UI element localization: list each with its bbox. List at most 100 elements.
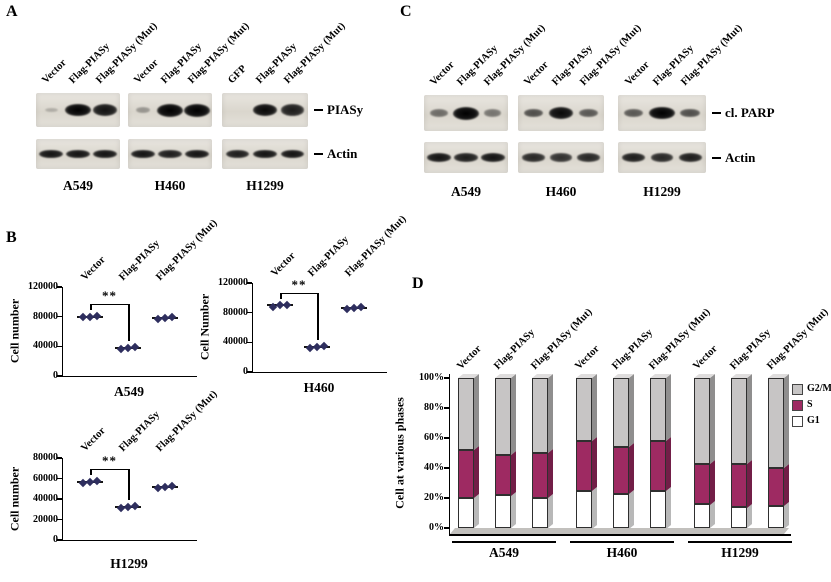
protein-band bbox=[577, 153, 600, 162]
bar-segment-g1 bbox=[613, 493, 629, 528]
y-tick-label: 80000 bbox=[33, 452, 58, 463]
y-tick-label: 40000 bbox=[223, 336, 248, 348]
bar-side-face bbox=[666, 436, 671, 491]
sig-stars: ** bbox=[291, 276, 307, 292]
bar-side-face bbox=[784, 463, 789, 506]
protein-band bbox=[624, 108, 644, 118]
sig-stars: ** bbox=[102, 287, 117, 303]
bar-top-face bbox=[458, 374, 479, 378]
sig-bracket-v-left bbox=[90, 303, 92, 310]
sig-bracket-v-left bbox=[90, 468, 92, 475]
protein-band bbox=[649, 106, 675, 120]
y-tick-label: 40000 bbox=[33, 493, 58, 504]
y-tick bbox=[57, 375, 62, 377]
bar-top-face bbox=[768, 374, 789, 378]
protein-band bbox=[622, 153, 646, 162]
protein-band bbox=[252, 103, 278, 117]
panel-a-label: A bbox=[6, 3, 18, 20]
bar-segment-g2m bbox=[731, 378, 747, 464]
blot-strip bbox=[36, 139, 120, 169]
sig-bracket-h bbox=[90, 468, 128, 471]
protein-band bbox=[253, 149, 277, 159]
bar-segment-s bbox=[458, 450, 474, 498]
bar-side-face bbox=[710, 373, 715, 464]
bar-segment-s bbox=[495, 454, 511, 495]
cell-line-label: H460 bbox=[154, 178, 186, 193]
bar-segment-g2m bbox=[613, 378, 629, 447]
blot-strip bbox=[128, 93, 212, 127]
cell-line-label: H1299 bbox=[246, 178, 284, 193]
bar-top-face bbox=[495, 374, 516, 378]
blot-strip bbox=[518, 142, 604, 173]
sig-bracket-h bbox=[90, 303, 128, 306]
y-tick bbox=[247, 282, 252, 284]
plot-title: H460 bbox=[303, 380, 335, 395]
plot-axes bbox=[62, 287, 197, 377]
bar-top-face bbox=[613, 374, 634, 378]
blot-strip bbox=[618, 142, 706, 173]
y-tick bbox=[57, 498, 62, 500]
bar-segment-g1 bbox=[532, 498, 548, 528]
panel-c-label: C bbox=[400, 3, 412, 20]
group-underline bbox=[452, 541, 556, 543]
protein-band bbox=[157, 103, 183, 117]
y-tick-label: 80000 bbox=[33, 310, 58, 322]
x-axis-line bbox=[448, 534, 791, 536]
condition-label: Vector bbox=[691, 343, 720, 372]
cell-line-label: H1299 bbox=[643, 184, 681, 199]
bar-segment-g2m bbox=[458, 378, 474, 450]
sig-bracket-v-right bbox=[317, 292, 319, 341]
y-tick bbox=[444, 377, 449, 379]
y-axis-title: Cell at various phases bbox=[392, 397, 407, 509]
bar-side-face bbox=[629, 489, 634, 528]
cell-line-label: A549 bbox=[63, 178, 93, 193]
bar-segment-s bbox=[613, 447, 629, 494]
y-tick bbox=[444, 527, 449, 529]
bar-top-face bbox=[532, 374, 553, 378]
y-tick bbox=[57, 539, 62, 541]
y-tick-label: 80% bbox=[424, 402, 444, 413]
bar-segment-s bbox=[694, 463, 710, 504]
bar-side-face bbox=[592, 486, 597, 528]
bar-side-face bbox=[592, 373, 597, 441]
bar-side-face bbox=[710, 499, 715, 528]
bar-side-face bbox=[474, 373, 479, 450]
bar-side-face bbox=[474, 445, 479, 498]
protein-band bbox=[680, 108, 700, 118]
cell-line-label: A549 bbox=[451, 184, 481, 199]
blot-strip bbox=[222, 93, 308, 127]
blot-row-dash bbox=[712, 112, 721, 114]
protein-band bbox=[158, 149, 182, 159]
blot-strip bbox=[424, 95, 508, 131]
legend-label: G1 bbox=[807, 415, 820, 426]
group-underline bbox=[688, 541, 792, 543]
y-tick bbox=[57, 477, 62, 480]
bar-segment-s bbox=[731, 463, 747, 507]
blot-row-dash bbox=[314, 153, 323, 155]
blot-strip bbox=[618, 95, 706, 131]
protein-band bbox=[454, 153, 478, 162]
bar-segment-s bbox=[650, 441, 666, 491]
bar-side-face bbox=[548, 373, 553, 453]
plot-axes bbox=[62, 458, 197, 541]
y-tick bbox=[57, 286, 62, 288]
sig-bracket-v-right bbox=[128, 468, 130, 501]
bar-segment-g2m bbox=[495, 378, 511, 455]
cell-line-label: H460 bbox=[545, 184, 577, 199]
protein-band bbox=[480, 153, 505, 162]
panel-b-label: B bbox=[6, 229, 17, 246]
bar-segment-s bbox=[576, 441, 592, 491]
bar-segment-g1 bbox=[768, 505, 784, 528]
y-tick bbox=[57, 345, 62, 348]
bar-segment-g1 bbox=[650, 490, 666, 528]
protein-band bbox=[522, 153, 545, 162]
legend-swatch-g2m bbox=[792, 384, 803, 395]
bar-side-face bbox=[784, 373, 789, 468]
blot-strip bbox=[128, 139, 212, 169]
y-tick bbox=[247, 371, 252, 373]
y-tick bbox=[444, 497, 449, 499]
group-label: H460 bbox=[606, 545, 638, 560]
